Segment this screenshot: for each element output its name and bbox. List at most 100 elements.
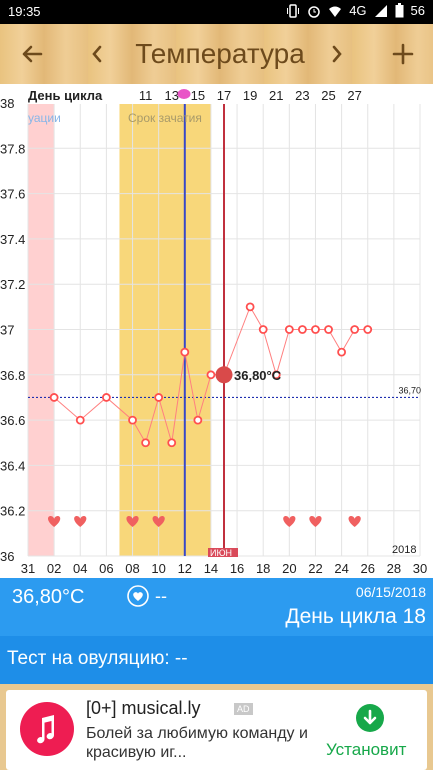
y-tick-label: 37.8	[0, 141, 25, 156]
day-info-panel[interactable]: 36,80°C -- 06/15/2018 День цикла 18	[0, 578, 433, 636]
y-tick-label: 38	[0, 96, 14, 111]
y-tick-label: 37.4	[0, 232, 25, 247]
ad-badge: AD	[234, 703, 253, 715]
cycle-day-tick: 17	[217, 88, 231, 103]
status-bar: 19:35 4G 56	[0, 0, 433, 24]
x-tick-label: 18	[256, 561, 270, 576]
temperature-point	[245, 302, 255, 312]
temperature-point	[337, 347, 347, 357]
temperature-point	[167, 438, 177, 448]
chevron-left-icon	[92, 45, 102, 63]
page-title: Температура	[135, 38, 305, 69]
x-tick-label: 08	[125, 561, 139, 576]
y-tick-label: 36.6	[0, 413, 25, 428]
ad-container: [0+] musical.ly AD Болей за любимую кома…	[0, 684, 433, 770]
cycle-day-header-bg	[0, 84, 433, 104]
y-tick-label: 37	[0, 323, 14, 338]
heart-icon	[283, 516, 296, 527]
network-type: 4G	[349, 3, 367, 18]
install-button[interactable]: Установит	[318, 704, 422, 762]
heart-icon	[309, 516, 322, 527]
temperature-point	[311, 325, 320, 334]
heart-icon	[74, 516, 87, 527]
year-label: 2018	[392, 544, 416, 556]
x-tick-label: 14	[204, 561, 218, 576]
prev-button[interactable]	[82, 24, 112, 84]
x-tick-label: 16	[230, 561, 244, 576]
heart-circle-icon[interactable]	[127, 585, 149, 607]
alarm-icon	[308, 5, 320, 18]
x-tick-label: 22	[308, 561, 322, 576]
plus-icon	[392, 43, 414, 65]
download-icon	[356, 704, 384, 732]
temperature-point	[128, 415, 137, 425]
x-tick-label: 26	[360, 561, 374, 576]
y-tick-label: 37.6	[0, 187, 25, 202]
y-tick-label: 36	[0, 549, 14, 564]
selected-point-label: 36,80°C	[234, 368, 282, 383]
selected-point	[215, 366, 233, 384]
ad-title: [0+] musical.ly	[86, 698, 201, 718]
x-tick-label: 04	[73, 561, 87, 576]
arrow-left-icon	[22, 45, 43, 63]
x-tick-label: 28	[387, 561, 401, 576]
y-tick-label: 36.4	[0, 458, 25, 473]
temperature-point	[193, 415, 203, 425]
temperature-point	[154, 393, 164, 402]
ovulation-test-text: Тест на овуляцию: --	[7, 648, 188, 669]
month-marker	[208, 548, 238, 557]
cycle-day-tick: 27	[347, 88, 361, 103]
x-tick-label: 10	[151, 561, 165, 576]
cycle-day-tick: 19	[243, 88, 257, 103]
y-tick-label: 37.2	[0, 277, 25, 292]
selected-date: 06/15/2018	[355, 584, 426, 600]
temperature-chart[interactable]: 36,70 36,80°C День цикла 11 13 15 17 19 21 23 2…	[0, 84, 433, 578]
temperature-point	[141, 438, 151, 448]
chart-svg[interactable]: 36,70 36,80°C День цикла 11 13 15 17 19 21 23 2…	[0, 84, 433, 578]
x-tick-label: 30	[413, 561, 427, 576]
ovulation-band-label: уации	[28, 111, 61, 125]
temperature-point	[180, 347, 190, 357]
cycle-day-text: День цикла 18	[285, 605, 426, 628]
intercourse-value: --	[155, 586, 167, 606]
x-tick-label: 31	[21, 561, 35, 576]
temperature-point	[49, 393, 59, 402]
cycle-day-tick: 21	[269, 88, 283, 103]
temperature-point	[206, 370, 216, 380]
reference-label: 36,70	[398, 385, 421, 395]
ad-banner[interactable]: [0+] musical.ly AD Болей за любимую кома…	[6, 690, 427, 770]
cycle-day-tick: 23	[295, 88, 309, 103]
heart-icon	[348, 516, 361, 527]
note-icon	[37, 715, 54, 744]
month-label: ИЮН	[210, 548, 232, 558]
signal-icon	[374, 4, 387, 17]
cycle-day-tick: 15	[191, 88, 205, 103]
chevron-right-icon	[332, 45, 342, 63]
x-tick-label: 06	[99, 561, 113, 576]
x-tick-label: 02	[47, 561, 61, 576]
ovulation-test-row[interactable]: Тест на овуляцию: --	[0, 636, 433, 684]
back-button[interactable]	[10, 24, 54, 84]
heart-icon	[126, 516, 139, 527]
wifi-icon	[329, 6, 342, 17]
y-tick-label: 36.2	[0, 504, 25, 519]
temperature-point	[324, 325, 333, 334]
y-tick-label: 36.8	[0, 368, 25, 383]
add-button[interactable]	[382, 24, 424, 84]
temperature-point	[350, 325, 360, 334]
cycle-day-tick: 25	[321, 88, 335, 103]
battery-level: 56	[410, 3, 425, 18]
toolbar: Температура	[0, 24, 433, 84]
musically-logo[interactable]	[20, 702, 74, 756]
install-label: Установит	[326, 740, 407, 759]
x-tick-label: 20	[282, 561, 296, 576]
ovulation-marker-icon	[177, 89, 191, 99]
battery-icon	[395, 3, 404, 18]
cycle-day-tick: 11	[139, 88, 153, 103]
temperature-point	[75, 415, 85, 425]
conception-band-label: Срок зачатия	[128, 111, 202, 125]
next-button[interactable]	[322, 24, 352, 84]
temperature-point	[363, 325, 373, 334]
heart-icon	[48, 516, 61, 527]
cycle-day-tick: 13	[164, 88, 178, 103]
